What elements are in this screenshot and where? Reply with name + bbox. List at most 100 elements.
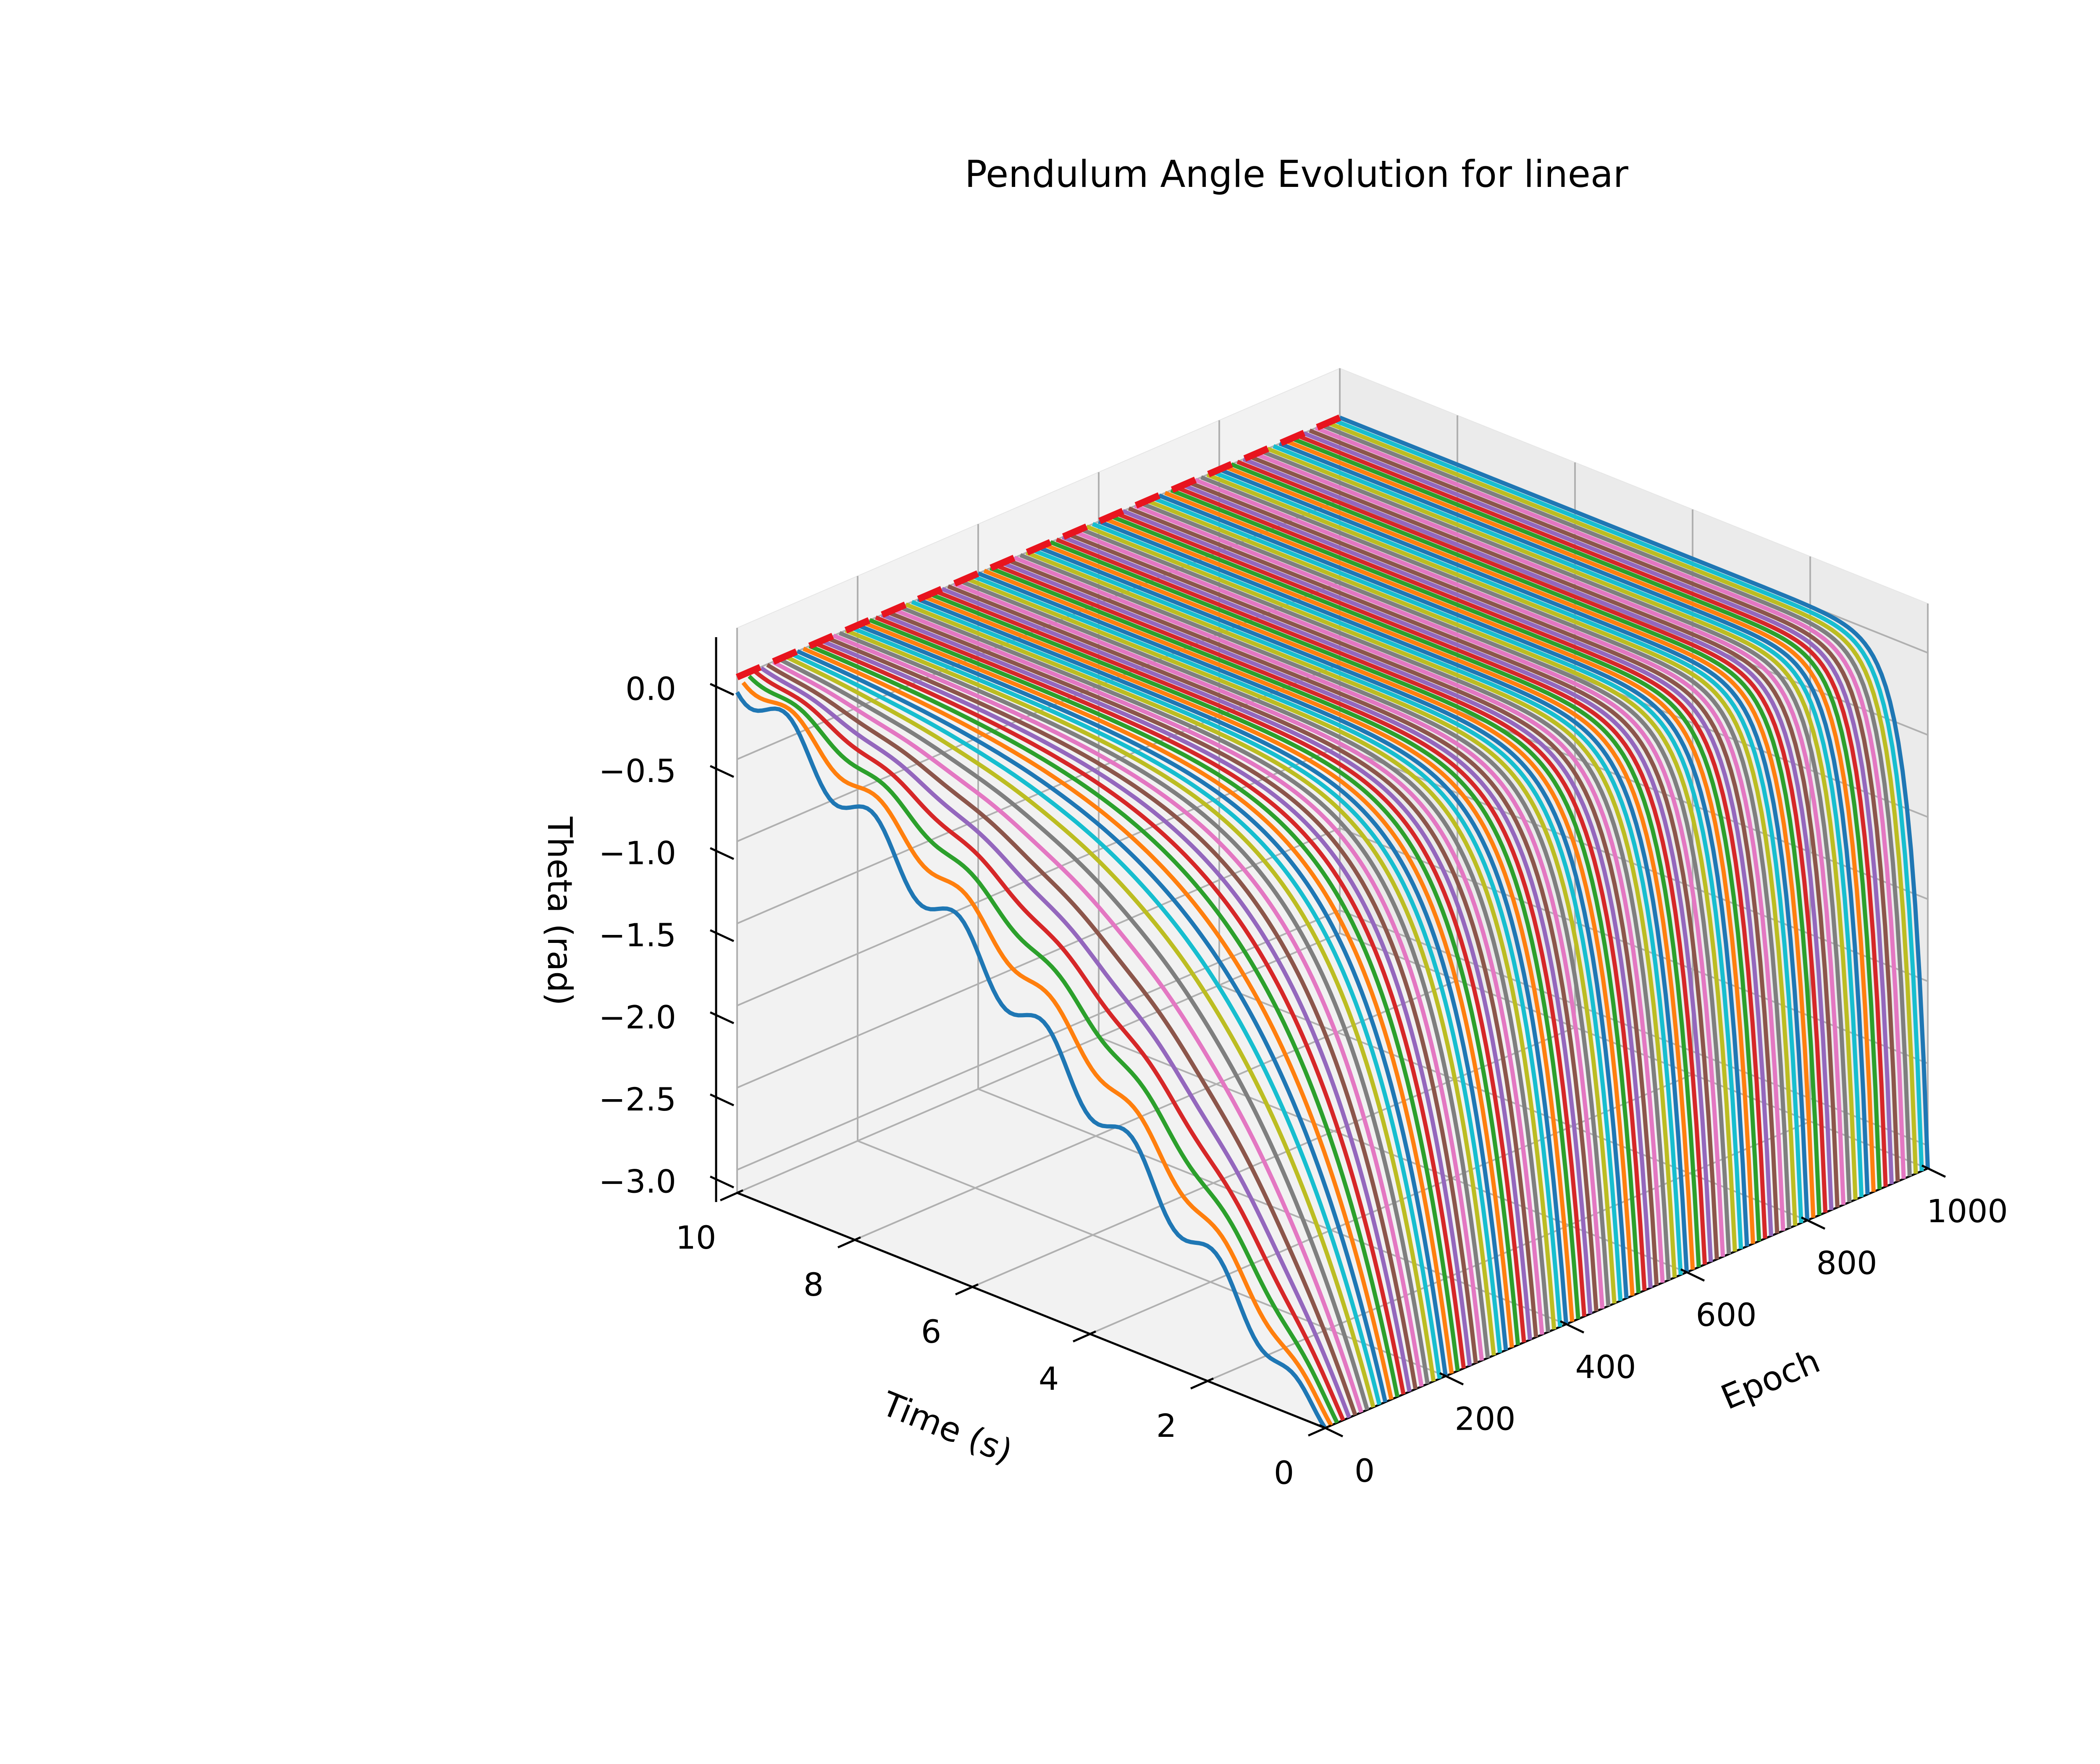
series-line-epoch-500 <box>1037 545 1629 1299</box>
series-line-epoch-270 <box>899 605 1490 1358</box>
series-line-epoch-670 <box>1140 501 1731 1255</box>
series-line-epoch-580 <box>1086 525 1677 1278</box>
series-line-epoch-860 <box>1255 452 1846 1205</box>
epoch-tick-label: 400 <box>1575 1348 1636 1386</box>
series-line-epoch-800 <box>1218 467 1809 1221</box>
time-tick-mark <box>955 1283 979 1296</box>
time-tick-label: 6 <box>921 1313 941 1350</box>
epoch-tick-label: 800 <box>1816 1244 1877 1282</box>
theta-tick-label: −3.0 <box>598 1163 676 1200</box>
theta-tick-label: −1.0 <box>598 834 676 872</box>
series-line-epoch-210 <box>863 620 1454 1374</box>
y-axis-label: Time (s) <box>876 1384 1018 1471</box>
theta-tick-mark <box>709 1175 735 1189</box>
series-line-epoch-480 <box>1025 551 1617 1304</box>
theta-tick-label: −2.5 <box>598 1081 676 1118</box>
time-tick-label: 10 <box>676 1219 717 1256</box>
theta-tick-mark <box>709 1011 735 1024</box>
target-line <box>735 414 1341 680</box>
series-line-epoch-340 <box>941 587 1532 1340</box>
gridline-theta <box>737 745 1928 1007</box>
time-tick-mark <box>837 1236 861 1249</box>
series-line-epoch-180 <box>845 628 1436 1382</box>
tick-labels: 0 200 400 600 800 1000 0 2 4 6 8 10 0.0 −0.5 −1.0 −1.5 −… <box>598 670 2008 1491</box>
epoch-tick-mark <box>1439 1372 1464 1386</box>
x-axis-label: Epoch <box>1715 1341 1825 1417</box>
theta-tick-label: −0.5 <box>598 752 676 790</box>
series-line-epoch-260 <box>893 607 1484 1361</box>
series-line-epoch-120 <box>808 644 1400 1397</box>
series-line-epoch-820 <box>1230 462 1822 1215</box>
time-tick-label: 4 <box>1039 1360 1059 1397</box>
series-line-epoch-570 <box>1080 527 1671 1281</box>
series-line-epoch-280 <box>905 602 1496 1356</box>
series-line-epoch-320 <box>929 592 1520 1345</box>
series-line-epoch-600 <box>1098 519 1689 1273</box>
series-line-epoch-620 <box>1110 514 1701 1268</box>
time-tick-mark <box>1072 1330 1097 1343</box>
series-line-epoch-90 <box>790 652 1382 1405</box>
series-line-epoch-170 <box>839 631 1430 1384</box>
series-line-epoch-630 <box>1116 512 1707 1265</box>
theta-tick-mark <box>709 683 735 696</box>
series-line-epoch-900 <box>1278 441 1870 1195</box>
series-line-epoch-290 <box>911 600 1502 1353</box>
series-line-epoch-460 <box>1013 556 1605 1309</box>
epoch-tick-label: 200 <box>1454 1400 1515 1437</box>
theta-tick-mark <box>709 929 735 942</box>
series-line-epoch-980 <box>1327 421 1918 1174</box>
series-line-epoch-640 <box>1122 509 1713 1262</box>
series-line-epoch-740 <box>1182 483 1773 1236</box>
time-axis-line <box>737 1192 1326 1429</box>
time-tick-label: 8 <box>803 1266 824 1303</box>
series-line-epoch-300 <box>917 597 1508 1351</box>
series-line-epoch-650 <box>1128 506 1719 1260</box>
series-line-epoch-200 <box>857 623 1448 1377</box>
series-line-epoch-680 <box>1146 499 1737 1252</box>
series-line-epoch-730 <box>1176 486 1767 1239</box>
z-axis-label: Theta (rad) <box>540 816 579 1006</box>
series-line-epoch-870 <box>1260 449 1852 1202</box>
series-line-epoch-510 <box>1043 543 1635 1296</box>
series-line-epoch-30 <box>753 670 1345 1421</box>
epoch-tick-mark <box>1801 1216 1826 1230</box>
series-line-epoch-60 <box>772 660 1363 1413</box>
series-line-epoch-400 <box>977 571 1568 1325</box>
series-line-epoch-930 <box>1297 433 1888 1187</box>
epoch-tick-label: 600 <box>1696 1296 1756 1334</box>
series-line-epoch-110 <box>802 646 1394 1400</box>
series-line-epoch-50 <box>766 663 1357 1416</box>
series-line-epoch-530 <box>1055 538 1647 1291</box>
theta-tick-mark <box>709 1093 735 1107</box>
series-line-epoch-940 <box>1303 431 1894 1184</box>
series-line-epoch-660 <box>1134 504 1725 1257</box>
series-line-epoch-430 <box>995 563 1587 1317</box>
series-line-epoch-390 <box>971 574 1562 1327</box>
series-line-epoch-420 <box>989 566 1580 1319</box>
series-line-epoch-100 <box>796 649 1388 1403</box>
series-line-epoch-540 <box>1062 535 1653 1288</box>
series-line-epoch-140 <box>821 639 1412 1392</box>
series-line-epoch-40 <box>760 666 1352 1419</box>
time-tick-mark <box>1190 1377 1214 1390</box>
series-line-epoch-440 <box>1001 561 1593 1314</box>
series-line-epoch-770 <box>1200 475 1791 1228</box>
series-line-epoch-0 <box>735 691 1327 1429</box>
series-line-epoch-880 <box>1266 446 1858 1200</box>
series-line-epoch-410 <box>983 569 1575 1322</box>
series-line-epoch-990 <box>1333 418 1924 1171</box>
series-line-epoch-80 <box>784 654 1376 1408</box>
series-line-epoch-150 <box>827 636 1418 1390</box>
series-line-epoch-350 <box>947 584 1538 1338</box>
theta-tick-label: −1.5 <box>598 916 676 954</box>
epoch-tick-mark <box>1318 1424 1344 1438</box>
series-line-epoch-910 <box>1285 439 1876 1192</box>
series-line-epoch-560 <box>1074 530 1665 1283</box>
series-line-epoch-1000 <box>1339 415 1930 1169</box>
series-line-epoch-380 <box>965 576 1557 1330</box>
series-line-epoch-470 <box>1019 553 1611 1306</box>
series-line-epoch-450 <box>1007 558 1599 1312</box>
series-line-epoch-810 <box>1224 465 1816 1218</box>
